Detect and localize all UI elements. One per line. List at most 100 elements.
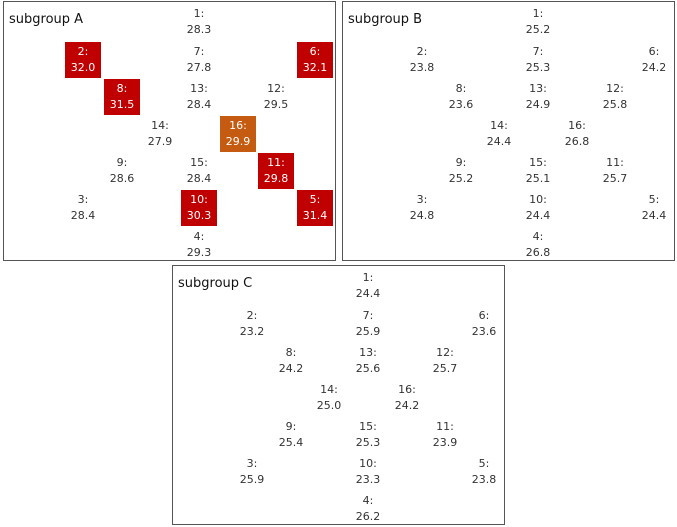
subgroup-c-panel: subgroup C 1: 24.4 2: 23.2 7: 25.9 6: 23.6 8: 24.… bbox=[172, 265, 505, 525]
electrode-value: 25.7 bbox=[602, 172, 628, 185]
electrode-cell: 13: 28.4 bbox=[181, 79, 217, 115]
electrode-label: 7: bbox=[193, 45, 205, 58]
electrode-cell: 10: 24.4 bbox=[520, 190, 556, 226]
electrode-label: 1: bbox=[532, 7, 544, 20]
electrode-cell: 16: 29.9 bbox=[220, 116, 256, 152]
electrode-label: 8: bbox=[455, 82, 467, 95]
electrode-label: 9: bbox=[455, 156, 467, 169]
electrode-value: 29.5 bbox=[263, 98, 289, 111]
electrode-cell: 12: 25.7 bbox=[427, 343, 463, 379]
electrode-value: 23.3 bbox=[355, 473, 381, 486]
electrode-value: 32.0 bbox=[70, 61, 96, 74]
electrode-cell: 1: 28.3 bbox=[181, 4, 217, 40]
electrode-label: 5: bbox=[648, 193, 660, 206]
electrode-cell: 16: 24.2 bbox=[389, 380, 425, 416]
electrode-cell: 9: 28.6 bbox=[104, 153, 140, 189]
electrode-label: 13: bbox=[359, 346, 377, 359]
electrode-label: 9: bbox=[285, 420, 297, 433]
electrode-value: 26.8 bbox=[564, 135, 590, 148]
electrode-value: 28.3 bbox=[186, 23, 212, 36]
electrode-cell: 5: 23.8 bbox=[466, 454, 502, 490]
electrode-cell: 16: 26.8 bbox=[559, 116, 595, 152]
electrode-cell: 14: 24.4 bbox=[481, 116, 517, 152]
electrode-value: 28.4 bbox=[186, 98, 212, 111]
electrode-label: 10: bbox=[190, 193, 208, 206]
electrode-label: 15: bbox=[190, 156, 208, 169]
electrode-label: 1: bbox=[362, 271, 374, 284]
electrode-cell: 9: 25.2 bbox=[443, 153, 479, 189]
electrode-label: 4: bbox=[193, 230, 205, 243]
electrode-value: 24.9 bbox=[525, 98, 551, 111]
electrode-cell: 11: 25.7 bbox=[597, 153, 633, 189]
electrode-value: 25.1 bbox=[525, 172, 551, 185]
electrode-label: 2: bbox=[77, 45, 89, 58]
electrode-value: 26.2 bbox=[355, 510, 381, 523]
electrode-cell: 10: 23.3 bbox=[350, 454, 386, 490]
electrode-cell: 5: 31.4 bbox=[297, 190, 333, 226]
electrode-value: 23.8 bbox=[409, 61, 435, 74]
electrode-cell: 2: 23.8 bbox=[404, 42, 440, 78]
electrode-label: 16: bbox=[568, 119, 586, 132]
electrode-cell: 2: 32.0 bbox=[65, 42, 101, 78]
electrode-label: 7: bbox=[362, 309, 374, 322]
electrode-label: 4: bbox=[362, 494, 374, 507]
electrode-label: 16: bbox=[229, 119, 247, 132]
electrode-cell: 3: 24.8 bbox=[404, 190, 440, 226]
electrode-cell: 6: 23.6 bbox=[466, 306, 502, 342]
electrode-value: 25.9 bbox=[239, 473, 265, 486]
electrode-value: 24.2 bbox=[641, 61, 667, 74]
electrode-value: 29.8 bbox=[263, 172, 289, 185]
electrode-cell: 4: 26.2 bbox=[350, 491, 386, 527]
electrode-label: 14: bbox=[490, 119, 508, 132]
electrode-value: 25.0 bbox=[316, 399, 342, 412]
electrode-value: 27.9 bbox=[147, 135, 173, 148]
electrode-value: 25.7 bbox=[432, 362, 458, 375]
electrode-value: 24.4 bbox=[486, 135, 512, 148]
electrode-value: 28.4 bbox=[70, 209, 96, 222]
electrode-value: 25.9 bbox=[355, 325, 381, 338]
electrode-value: 24.8 bbox=[409, 209, 435, 222]
electrode-label: 3: bbox=[246, 457, 258, 470]
electrode-cell: 12: 25.8 bbox=[597, 79, 633, 115]
electrode-label: 3: bbox=[77, 193, 89, 206]
electrode-label: 11: bbox=[606, 156, 624, 169]
electrode-label: 2: bbox=[246, 309, 258, 322]
electrode-cell: 4: 29.3 bbox=[181, 227, 217, 263]
electrode-value: 25.2 bbox=[525, 23, 551, 36]
electrode-label: 12: bbox=[267, 82, 285, 95]
electrode-value: 28.6 bbox=[109, 172, 135, 185]
electrode-value: 25.8 bbox=[602, 98, 628, 111]
electrode-label: 5: bbox=[309, 193, 321, 206]
electrode-cell: 15: 28.4 bbox=[181, 153, 217, 189]
electrode-value: 30.3 bbox=[186, 209, 212, 222]
electrode-value: 31.5 bbox=[109, 98, 135, 111]
electrode-value: 32.1 bbox=[302, 61, 328, 74]
electrode-value: 25.4 bbox=[278, 436, 304, 449]
electrode-label: 4: bbox=[532, 230, 544, 243]
electrode-cell: 7: 25.3 bbox=[520, 42, 556, 78]
electrode-cell: 15: 25.1 bbox=[520, 153, 556, 189]
electrode-cell: 13: 25.6 bbox=[350, 343, 386, 379]
panel-title: subgroup C bbox=[178, 276, 253, 291]
electrode-cell: 6: 24.2 bbox=[636, 42, 672, 78]
electrode-cell: 4: 26.8 bbox=[520, 227, 556, 263]
electrode-value: 25.2 bbox=[448, 172, 474, 185]
electrode-value: 29.9 bbox=[225, 135, 251, 148]
electrode-value: 23.9 bbox=[432, 436, 458, 449]
electrode-value: 25.3 bbox=[355, 436, 381, 449]
electrode-label: 14: bbox=[151, 119, 169, 132]
electrode-value: 31.4 bbox=[302, 209, 328, 222]
electrode-label: 12: bbox=[436, 346, 454, 359]
electrode-value: 23.8 bbox=[471, 473, 497, 486]
panel-title: subgroup A bbox=[9, 12, 84, 27]
electrode-value: 26.8 bbox=[525, 246, 551, 259]
panel-title: subgroup B bbox=[348, 12, 423, 27]
electrode-label: 6: bbox=[648, 45, 660, 58]
electrode-label: 6: bbox=[478, 309, 490, 322]
electrode-value: 24.2 bbox=[394, 399, 420, 412]
electrode-label: 13: bbox=[190, 82, 208, 95]
electrode-label: 8: bbox=[285, 346, 297, 359]
electrode-cell: 11: 23.9 bbox=[427, 417, 463, 453]
electrode-label: 11: bbox=[436, 420, 454, 433]
electrode-cell: 12: 29.5 bbox=[258, 79, 294, 115]
